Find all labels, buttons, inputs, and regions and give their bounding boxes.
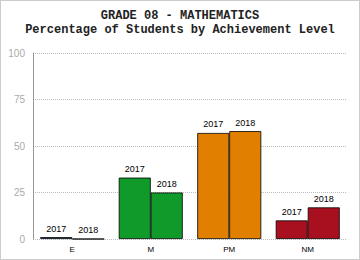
svg-text:E: E <box>70 245 75 254</box>
svg-text:2017: 2017 <box>203 119 223 129</box>
svg-text:2018: 2018 <box>235 118 255 128</box>
svg-text:Percentage of Students by Achi: Percentage of Students by Achievement Le… <box>25 23 335 37</box>
svg-text:2017: 2017 <box>125 164 145 174</box>
svg-text:50: 50 <box>14 141 26 152</box>
svg-text:25: 25 <box>14 187 26 198</box>
svg-text:NM: NM <box>302 245 315 254</box>
svg-text:M: M <box>147 245 154 254</box>
svg-text:100: 100 <box>8 48 25 59</box>
svg-text:GRADE 08 - MATHEMATICS: GRADE 08 - MATHEMATICS <box>101 9 259 23</box>
svg-text:2017: 2017 <box>282 207 302 217</box>
svg-text:2017: 2017 <box>46 224 66 234</box>
svg-text:PM: PM <box>223 245 235 254</box>
svg-text:2018: 2018 <box>78 225 98 235</box>
svg-text:75: 75 <box>14 94 26 105</box>
svg-text:0: 0 <box>19 234 25 245</box>
svg-text:2018: 2018 <box>157 179 177 189</box>
svg-text:2018: 2018 <box>314 194 334 204</box>
